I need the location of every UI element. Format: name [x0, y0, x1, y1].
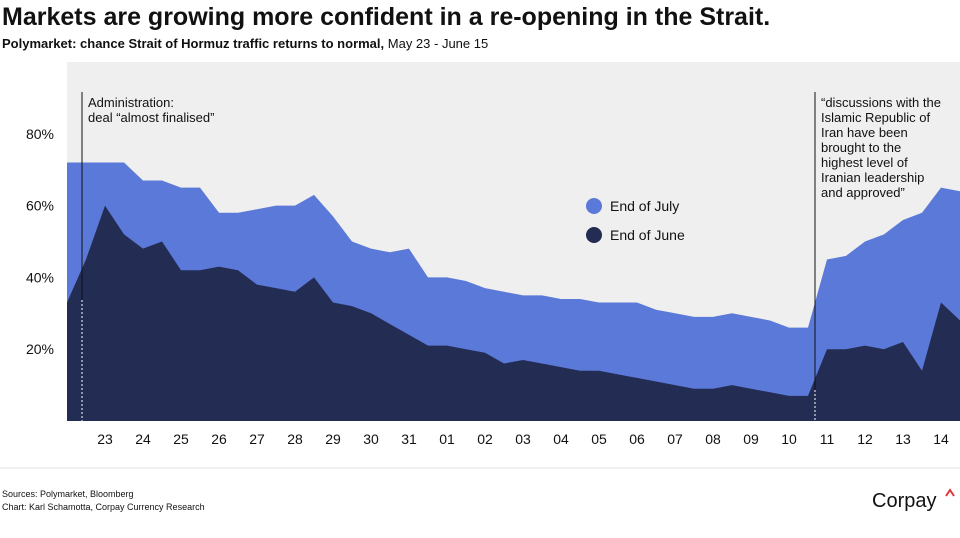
x-tick-label: 27	[249, 431, 265, 447]
subtitle-main: Polymarket: chance Strait of Hormuz traf…	[2, 36, 384, 51]
sources: Sources: Polymarket, Bloomberg	[2, 489, 134, 499]
credit: Chart: Karl Schamotta, Corpay Currency R…	[2, 502, 205, 512]
brand-caret	[945, 488, 955, 497]
x-tick-label: 09	[743, 431, 759, 447]
annotation-text: Administration:	[88, 95, 174, 110]
x-tick-label: 10	[781, 431, 797, 447]
annotation-text: “discussions with the	[821, 95, 941, 110]
chart-title: Markets are growing more confident in a …	[2, 3, 770, 31]
x-tick-label: 11	[820, 431, 835, 447]
chart-subtitle: Polymarket: chance Strait of Hormuz traf…	[2, 36, 488, 51]
x-tick-label: 28	[287, 431, 303, 447]
legend-label: End of June	[610, 227, 685, 243]
legend-marker	[586, 227, 602, 243]
x-tick-label: 30	[363, 431, 379, 447]
annotation-text: Iran have been	[821, 125, 908, 140]
x-tick-label: 31	[401, 431, 417, 447]
y-tick-label: 60%	[26, 198, 54, 214]
x-tick-label: 25	[173, 431, 189, 447]
y-tick-label: 40%	[26, 269, 54, 285]
x-tick-label: 04	[553, 431, 569, 447]
x-tick-label: 23	[97, 431, 113, 447]
x-tick-label: 26	[211, 431, 227, 447]
x-tick-label: 24	[135, 431, 151, 447]
x-tick-label: 13	[895, 431, 911, 447]
y-tick-label: 20%	[26, 341, 54, 357]
annotation-text: highest level of	[821, 155, 908, 170]
x-tick-label: 03	[515, 431, 531, 447]
x-tick-label: 12	[857, 431, 873, 447]
x-tick-label: 14	[933, 431, 949, 447]
x-tick-label: 06	[629, 431, 645, 447]
x-tick-label: 05	[591, 431, 607, 447]
annotation-text: and approved”	[821, 185, 905, 200]
legend-marker	[586, 198, 602, 214]
brand-logo: Corpay	[872, 490, 936, 512]
x-tick-label: 07	[667, 431, 683, 447]
subtitle-dates: May 23 - June 15	[388, 36, 488, 51]
x-tick-label: 08	[705, 431, 721, 447]
annotation-text: Islamic Republic of	[821, 110, 930, 125]
y-tick-label: 80%	[26, 126, 54, 142]
legend-label: End of July	[610, 198, 679, 214]
x-tick-label: 02	[477, 431, 493, 447]
annotation-text: deal “almost finalised”	[88, 110, 214, 125]
x-tick-label: 29	[325, 431, 341, 447]
annotation-text: Iranian leadership	[821, 170, 924, 185]
x-tick-label: 01	[439, 431, 455, 447]
area	[67, 205, 960, 421]
annotation-text: brought to the	[821, 140, 901, 155]
